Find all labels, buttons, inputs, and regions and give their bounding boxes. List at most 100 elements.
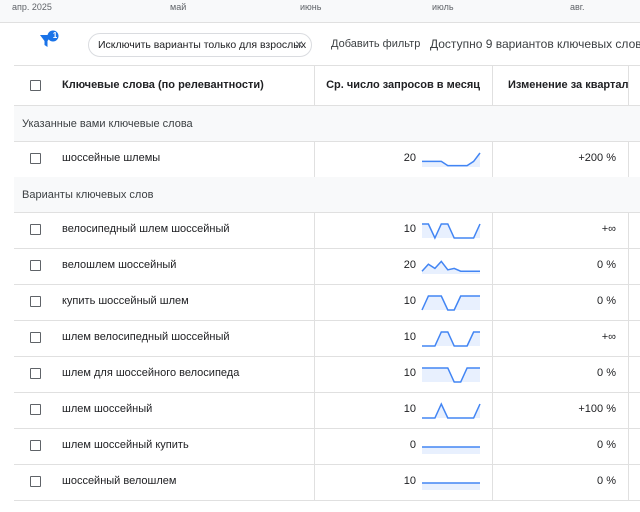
divider	[14, 248, 640, 249]
change: 0 %	[597, 475, 616, 487]
change: 0 %	[597, 295, 616, 307]
chip-close[interactable]: ×	[295, 36, 304, 52]
checkbox[interactable]	[30, 296, 41, 307]
change: +∞	[601, 223, 616, 235]
searches: 10	[403, 475, 416, 487]
searches: 10	[403, 295, 416, 307]
filter-icon[interactable]	[38, 30, 60, 52]
searches: 20	[403, 152, 416, 164]
checkbox[interactable]	[30, 440, 41, 451]
col-divider	[492, 248, 493, 284]
sparkline	[422, 367, 480, 383]
col-divider	[314, 428, 315, 464]
filter-chip[interactable]: Исключить варианты только для взрослых ×	[88, 33, 312, 57]
divider	[14, 284, 640, 285]
chip-label: Исключить варианты только для взрослых	[98, 39, 307, 51]
change: 0 %	[597, 259, 616, 271]
col-divider	[314, 66, 315, 106]
sparkline-area	[422, 404, 480, 418]
sparkline-area	[422, 261, 480, 274]
month-label: май	[170, 2, 187, 12]
searches: 10	[403, 367, 416, 379]
month-label: июль	[432, 2, 454, 12]
col-divider	[628, 66, 629, 106]
sparkline	[422, 402, 481, 419]
sparkline-area	[422, 296, 480, 310]
col-divider	[628, 141, 629, 177]
col-divider	[492, 284, 493, 320]
col-divider	[492, 320, 493, 356]
divider	[14, 320, 640, 321]
keyword: велосипедный шлем шоссейный	[62, 223, 230, 235]
month-label: апр. 2025	[12, 2, 52, 12]
col-divider	[314, 212, 315, 248]
divider	[14, 464, 640, 465]
col-divider	[314, 320, 315, 356]
col-divider	[628, 464, 629, 500]
searches: 10	[403, 403, 416, 415]
section	[14, 177, 640, 212]
searches: 10	[403, 331, 416, 343]
keyword: шлем шоссейный	[62, 403, 153, 415]
summary: Доступно 9 вариантов ключевых слов	[430, 37, 640, 51]
col-divider	[492, 141, 493, 177]
col-divider	[628, 248, 629, 284]
header-change[interactable]: Изменение за квартал	[508, 79, 629, 91]
divider	[14, 65, 640, 66]
section-title: Варианты ключевых слов	[22, 189, 154, 201]
sparkline-area	[422, 153, 480, 167]
sparkline	[422, 223, 481, 240]
header-keyword[interactable]: Ключевые слова (по релевантности)	[62, 79, 264, 91]
sparkline-line	[422, 331, 480, 347]
checkbox[interactable]	[30, 332, 41, 343]
month-label: июнь	[300, 2, 322, 12]
sparkline-line	[422, 223, 481, 240]
header-searches[interactable]: Ср. число запросов в месяц	[326, 79, 480, 91]
searches: 20	[403, 259, 416, 271]
section-title: Указанные вами ключевые слова	[22, 118, 193, 130]
checkbox[interactable]	[30, 404, 41, 415]
col-divider	[492, 66, 493, 106]
checkbox[interactable]	[30, 368, 41, 379]
sparkline-line	[422, 152, 481, 167]
checkbox[interactable]	[30, 80, 41, 91]
change: 0 %	[597, 439, 616, 451]
col-divider	[628, 320, 629, 356]
sparkline-line	[422, 402, 481, 419]
keyword: шлем для шоссейного велосипеда	[62, 367, 240, 379]
keyword: шлем шоссейный купить	[62, 439, 189, 451]
change: 0 %	[597, 367, 616, 379]
filter-count: 1	[52, 31, 58, 40]
sparkline	[422, 446, 480, 454]
checkbox[interactable]	[30, 260, 41, 271]
col-divider	[492, 356, 493, 392]
change: +100 %	[578, 403, 616, 415]
col-divider	[492, 464, 493, 500]
keyword: шоссейные шлемы	[62, 152, 161, 164]
col-divider	[314, 392, 315, 428]
col-divider	[314, 356, 315, 392]
divider	[14, 392, 640, 393]
divider	[14, 500, 640, 501]
sparkline	[422, 482, 480, 490]
searches: 10	[403, 223, 416, 235]
keyword: шлем велосипедный шоссейный	[62, 331, 230, 343]
col-divider	[492, 392, 493, 428]
sparkline-line	[421, 295, 480, 311]
col-divider	[314, 248, 315, 284]
col-divider	[314, 284, 315, 320]
divider	[14, 428, 640, 429]
checkbox[interactable]	[30, 224, 41, 235]
sparkline-area	[422, 447, 480, 454]
checkbox[interactable]	[30, 153, 41, 164]
checkbox[interactable]	[30, 476, 41, 487]
col-divider	[628, 356, 629, 392]
add-filter[interactable]: Добавить фильтр	[331, 38, 421, 50]
divider	[14, 356, 640, 357]
timeline	[0, 0, 640, 23]
section	[14, 106, 640, 141]
month-label: авг.	[570, 2, 585, 12]
sparkline-line	[421, 260, 480, 272]
col-divider	[314, 141, 315, 177]
